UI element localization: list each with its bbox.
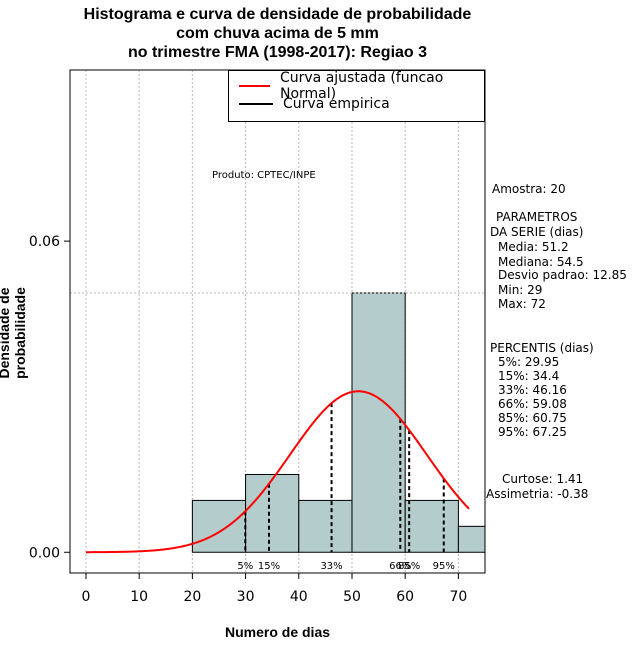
histogram-bar bbox=[245, 473, 300, 553]
histogram-bar bbox=[351, 292, 406, 553]
percentile-label: 66% bbox=[389, 561, 411, 572]
product-credit: Produto: CPTEC/INPE bbox=[212, 170, 316, 181]
y-axis-label: Densidade de probabilidade bbox=[0, 287, 28, 379]
stat-min: Min: 29 bbox=[498, 283, 543, 297]
stat-mediana: Mediana: 54.5 bbox=[498, 255, 584, 269]
legend-entry-normal: Curva ajustada (funcao Normal) bbox=[239, 70, 484, 102]
stat-amostra: Amostra: 20 bbox=[492, 182, 566, 196]
x-tick-label: 20 bbox=[183, 589, 201, 605]
legend-swatch-black bbox=[239, 103, 273, 105]
stat-p66: 66%: 59.08 bbox=[498, 397, 567, 411]
histogram-bar bbox=[298, 499, 353, 553]
stat-params-title-2: DA SERIE (dias) bbox=[490, 225, 584, 239]
stat-params-title-1: PARAMETROS bbox=[496, 210, 578, 224]
stat-p33: 33%: 46.16 bbox=[498, 383, 567, 397]
legend-entry-empirical: Curva empirica bbox=[239, 95, 390, 113]
normal-curve bbox=[85, 390, 470, 554]
legend-label-empirical: Curva empirica bbox=[283, 96, 390, 112]
chart-title-line-3: no trimestre FMA (1998-2017): Regiao 3 bbox=[127, 44, 428, 61]
x-tick-label: 30 bbox=[237, 589, 255, 605]
y-tick-label: 0.06 bbox=[29, 234, 60, 250]
stat-curtose: Curtose: 1.41 bbox=[502, 472, 584, 486]
plot-area bbox=[70, 70, 485, 573]
stat-p95: 95%: 67.25 bbox=[498, 425, 567, 439]
y-tick-label: 0.00 bbox=[29, 545, 60, 561]
stat-desvio: Desvio padrao: 12.85 bbox=[498, 268, 627, 282]
stat-max: Max: 72 bbox=[498, 297, 546, 311]
stat-p15: 15%: 34.4 bbox=[498, 369, 560, 383]
x-tick-label: 10 bbox=[130, 589, 148, 605]
stat-assimetria: Assimetria: -0.38 bbox=[486, 487, 589, 501]
stat-percentis-title: PERCENTIS (dias) bbox=[490, 341, 594, 355]
percentile-label: 5% bbox=[237, 561, 253, 572]
x-tick-label: 60 bbox=[396, 589, 414, 605]
percentile-label: 15% bbox=[258, 561, 280, 572]
histogram-bar bbox=[191, 499, 247, 553]
x-tick-label: 40 bbox=[290, 589, 308, 605]
x-tick-label: 0 bbox=[82, 589, 91, 605]
chart-title-line-1: Histograma e curva de densidade de proba… bbox=[83, 6, 472, 23]
x-tick-label: 70 bbox=[449, 589, 467, 605]
x-tick-label: 50 bbox=[343, 589, 361, 605]
stat-p85: 85%: 60.75 bbox=[498, 411, 567, 425]
x-axis-label: Numero de dias bbox=[224, 624, 331, 640]
histogram-bar bbox=[404, 499, 459, 553]
chart-title-line-2: com chuva acima de 5 mm bbox=[176, 25, 379, 42]
stat-p5: 5%: 29.95 bbox=[498, 355, 560, 369]
percentile-label: 85% bbox=[398, 561, 420, 572]
percentile-label: 33% bbox=[320, 561, 342, 572]
legend-swatch-red bbox=[239, 85, 270, 87]
legend-label-normal: Curva ajustada (funcao Normal) bbox=[279, 70, 444, 102]
legend: Curva ajustada (funcao Normal) Curva emp… bbox=[228, 70, 485, 122]
stat-media: Media: 51.2 bbox=[498, 240, 569, 254]
percentile-label: 95% bbox=[433, 561, 455, 572]
